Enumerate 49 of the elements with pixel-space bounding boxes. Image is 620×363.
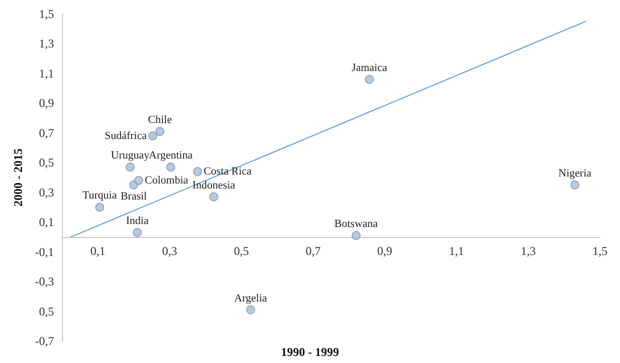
point <box>209 192 218 202</box>
point <box>246 305 256 314</box>
y-tick-label: -0,1 <box>35 244 54 259</box>
x-tick-label: 1,5 <box>592 244 608 258</box>
x-tick-label: 0,5 <box>234 244 249 258</box>
y-tick-label: -0,7 <box>35 334 54 348</box>
point <box>570 180 580 190</box>
x-tick-label: 0,1 <box>90 244 106 258</box>
y-tick-label: 0,1 <box>39 215 54 230</box>
annotation: Jamaica <box>352 62 388 74</box>
annotation: Argentina <box>148 150 193 162</box>
annotation: Argelia <box>234 292 268 304</box>
x-tick-label: 0,9 <box>377 244 392 258</box>
annotation: Chile <box>148 114 172 126</box>
point <box>166 162 176 172</box>
x-tick-label: 1,3 <box>520 244 536 258</box>
point <box>352 230 361 240</box>
annotation: Nigeria <box>558 167 592 180</box>
x-tick-label: 0,3 <box>162 244 178 258</box>
annotation: Brasil <box>120 190 147 202</box>
point <box>134 176 144 185</box>
point <box>193 167 202 176</box>
annotation: Sudáfrica <box>104 130 147 142</box>
y-axis-title: 2000 - 2015 <box>11 148 26 206</box>
y-tick-label: 1,3 <box>39 36 54 51</box>
x-tick-label: 1,1 <box>449 244 464 258</box>
annotation: Indonesia <box>192 179 236 192</box>
annotation: Colombia <box>144 174 188 186</box>
point <box>95 202 104 212</box>
x-tick-label: 0,7 <box>306 244 321 258</box>
y-tick-label: -0,3 <box>35 274 54 289</box>
annotation: Costa Rica <box>204 166 252 178</box>
point <box>364 74 374 84</box>
y-tick-label: 0,3 <box>39 185 54 200</box>
y-tick-label: 0,7 <box>39 126 54 140</box>
annotation: India <box>126 214 149 227</box>
y-tick-label: 0,5 <box>39 304 54 318</box>
annotation: Uruguay <box>110 150 150 162</box>
y-tick-label: 1,1 <box>39 66 54 80</box>
y-tick-label: 0,5 <box>39 156 54 170</box>
point <box>155 126 164 136</box>
point <box>132 228 142 237</box>
y-tick-label: 0,9 <box>39 96 54 110</box>
point <box>126 162 135 172</box>
x-axis-title: 1990 - 1999 <box>281 345 339 359</box>
annotation: Turquia <box>82 190 117 202</box>
y-tick-label: 1,5 <box>39 7 54 21</box>
annotation: Botswana <box>334 218 378 230</box>
point <box>148 131 158 140</box>
